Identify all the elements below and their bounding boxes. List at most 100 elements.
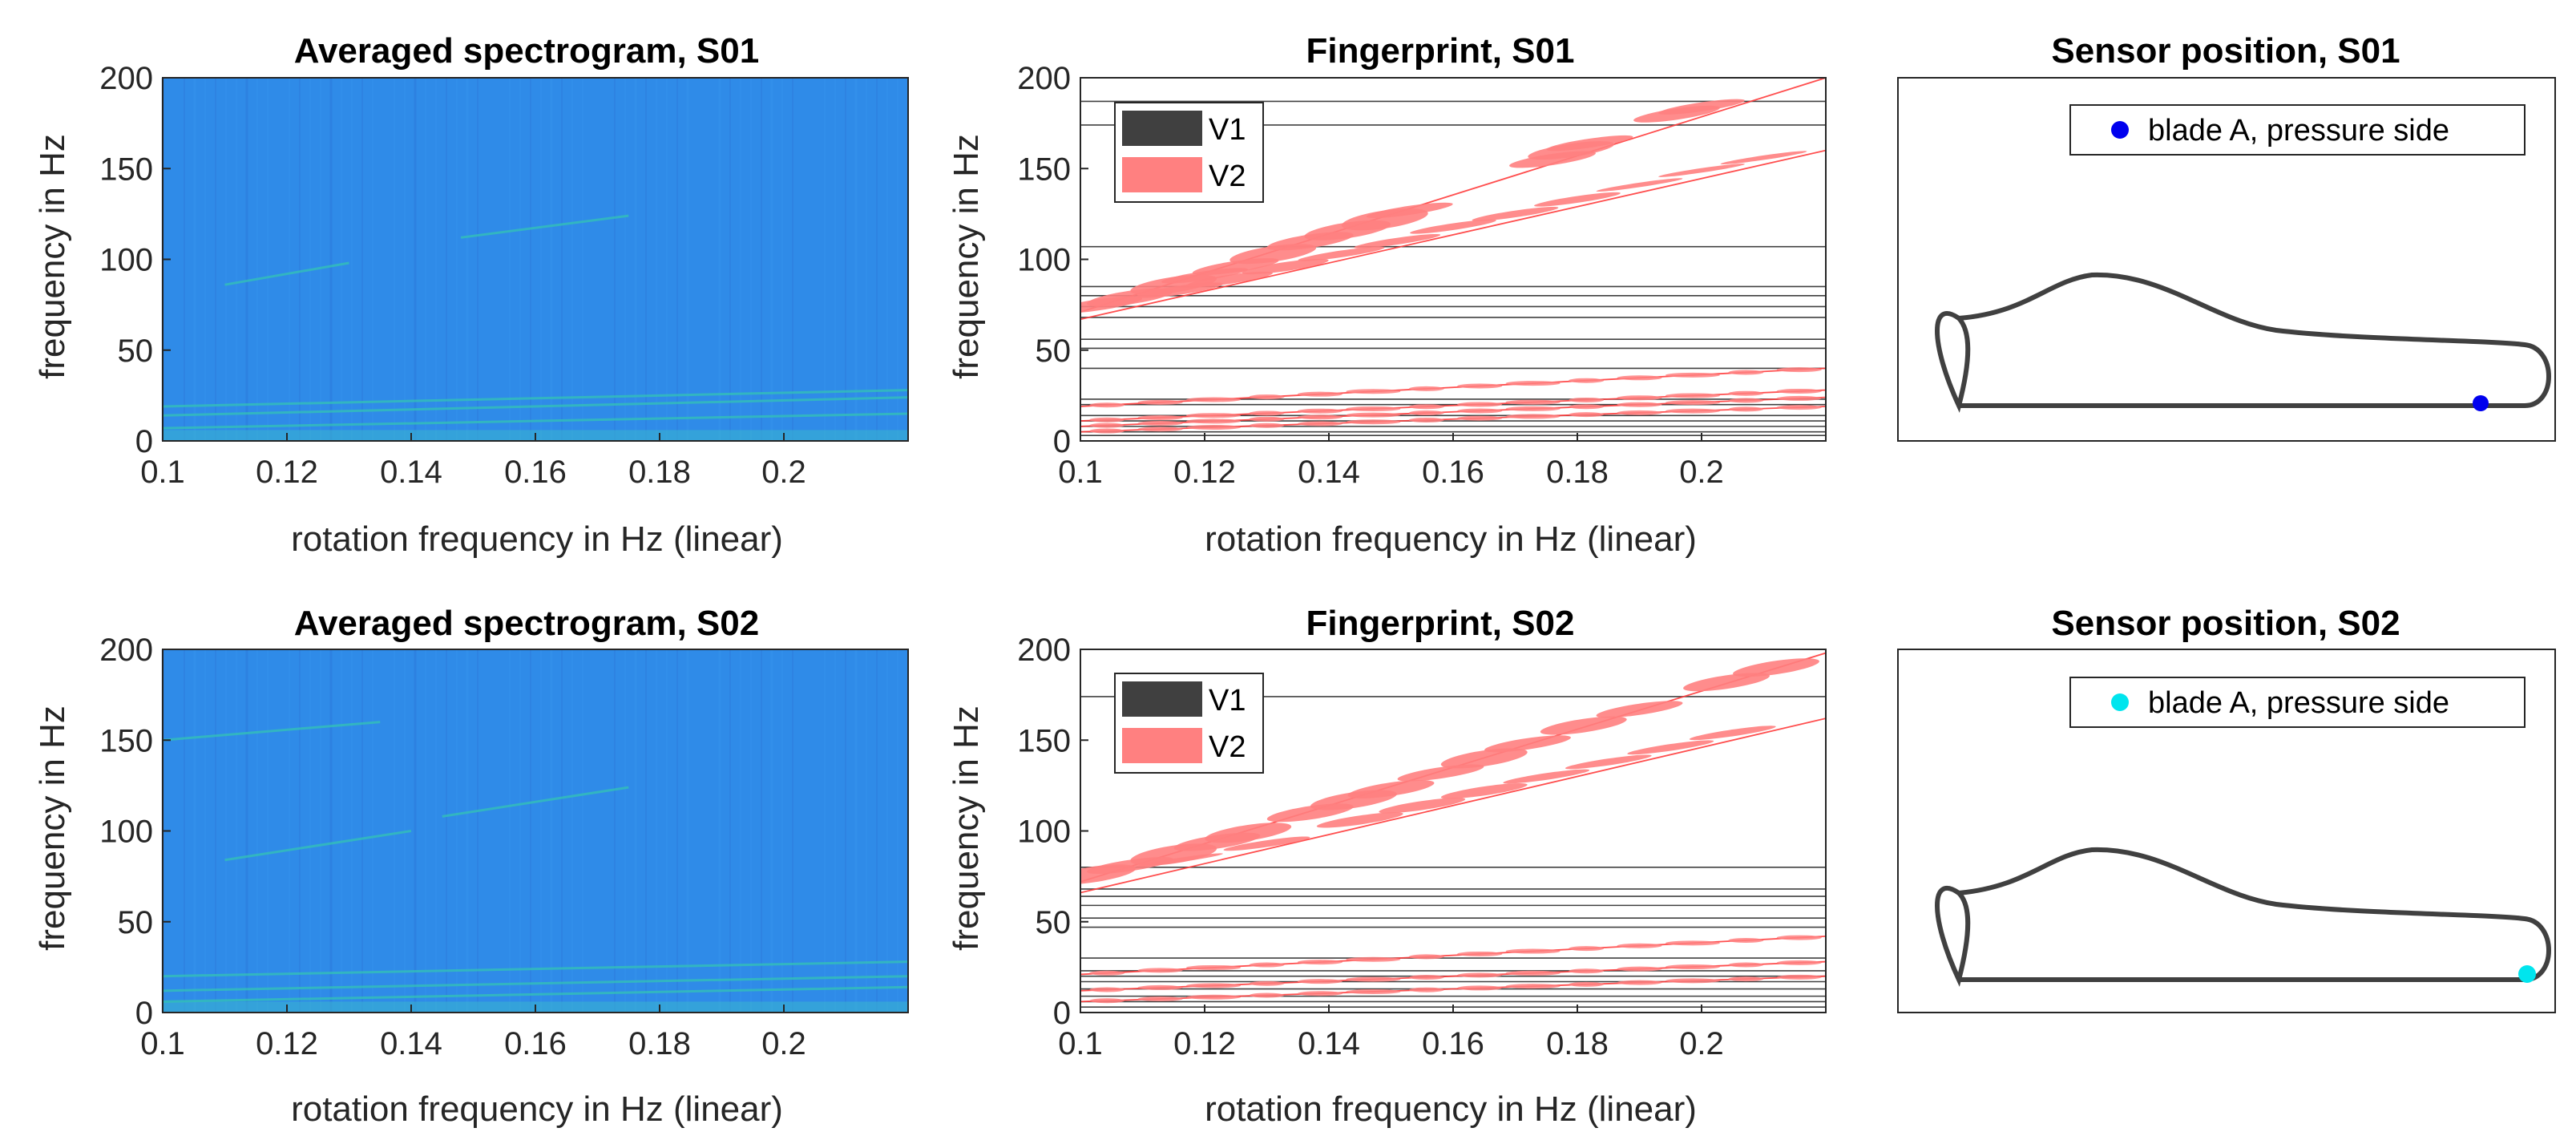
x-tick-label: 0.1	[140, 1026, 185, 1061]
v2-low-segment	[1408, 987, 1444, 992]
x-tick-label: 0.18	[1546, 455, 1609, 490]
v2-blob	[1683, 673, 1770, 692]
legend: blade A, pressure side	[2069, 104, 2526, 156]
v2-low-segment	[1408, 410, 1444, 416]
v2-low-segment	[1728, 398, 1764, 403]
v2-low-segment	[1346, 419, 1401, 425]
y-tick-label: 200	[99, 633, 153, 668]
v2-low-segment	[1505, 414, 1561, 419]
legend-label-v2: V2	[1209, 730, 1246, 764]
sensor-marker-s02	[2518, 965, 2536, 983]
y-tick-label: 100	[99, 815, 153, 850]
v2-low-segment	[1617, 402, 1662, 407]
blade-outline	[1935, 847, 2551, 987]
v2-line	[1080, 149, 1826, 321]
v2-low-segment	[1457, 972, 1503, 978]
legend: V1 V2	[1114, 102, 1264, 203]
v2-low-segment	[1505, 381, 1561, 386]
v2-low-segment	[1569, 404, 1605, 410]
v2-low-segment	[1346, 976, 1401, 982]
v2-low-segment	[1137, 420, 1183, 426]
v2-low-segment	[1346, 988, 1401, 994]
v2-low-segment	[1137, 426, 1183, 432]
v2-low-segment	[1728, 962, 1764, 968]
axes: 0.1 0.12 0.14 0.16 0.18 0.2 0 50 100 150 200	[99, 633, 909, 1061]
v2-blob	[1472, 206, 1559, 221]
spectrogram-plot-area	[161, 78, 909, 441]
x-axis-label: rotation frequency in Hz (linear)	[1205, 1089, 1697, 1129]
v2-low-segment	[1346, 389, 1401, 394]
y-axis-label: frequency in Hz	[947, 705, 986, 951]
v2-low-segment	[1089, 998, 1125, 1004]
panel-title: Fingerprint, S02	[1306, 604, 1575, 643]
v2-low-segment	[1728, 390, 1764, 396]
panel-title: Fingerprint, S01	[1306, 31, 1575, 71]
v2-low-segment	[1297, 960, 1343, 965]
v2-low-segment	[1137, 996, 1183, 1002]
v2-blob	[1347, 779, 1435, 798]
legend-label: blade A, pressure side	[2148, 114, 2449, 148]
v2-low-segment	[1457, 951, 1503, 956]
v2-low-segment	[1665, 408, 1720, 414]
v2-low-segment	[1346, 956, 1401, 962]
y-tick-label: 50	[118, 333, 154, 369]
v2-blob	[1534, 192, 1621, 207]
v2-low-segment	[1186, 964, 1242, 970]
v2-low-segment	[1297, 421, 1343, 426]
v2-low-segment	[1569, 397, 1605, 402]
y-tick-label: 50	[1036, 333, 1072, 369]
v2-low-segment	[1249, 394, 1285, 400]
axes: 0.1 0.12 0.14 0.16 0.18 0.2 0 50 100 150 200	[1017, 633, 1827, 1061]
v2-low-segment	[1617, 943, 1662, 948]
v2-blob	[1366, 202, 1453, 218]
v2-low-segment	[1089, 428, 1125, 434]
legend-marker-s01	[2111, 121, 2129, 139]
x-tick-label: 0.12	[1173, 455, 1236, 490]
x-tick-label: 0.14	[380, 1026, 442, 1061]
blade-outline	[1935, 272, 2551, 413]
v2-blob	[1720, 151, 1807, 165]
y-tick-label: 100	[1017, 815, 1071, 850]
v2-low-segment	[1457, 402, 1503, 407]
v2-low-segment	[1569, 378, 1605, 383]
spectrogram-harmonic-line	[442, 786, 629, 818]
v2-low-segment	[1505, 970, 1561, 976]
v2-low-segment	[1457, 985, 1503, 991]
spectrogram-harmonic-line	[224, 830, 412, 862]
v2-low-segment	[1186, 425, 1242, 431]
spectrogram-harmonic-line	[224, 261, 349, 286]
v2-blob	[1484, 735, 1571, 753]
v2-blob	[1137, 853, 1223, 867]
fingerprint-marks	[1080, 78, 1826, 437]
v2-low-segment	[1137, 399, 1183, 405]
v2-low-segment	[1776, 935, 1822, 940]
v2-blob	[1298, 246, 1385, 261]
v2-low-segment	[1297, 408, 1343, 414]
v2-low-segment	[1297, 979, 1343, 984]
v2-low-segment	[1457, 383, 1503, 389]
v2-low-segment	[1569, 412, 1605, 418]
v2-blob	[1379, 798, 1466, 814]
x-tick-label: 0.16	[1422, 455, 1484, 490]
v2-blob	[1503, 769, 1590, 784]
x-tick-label: 0.2	[761, 455, 806, 490]
x-tick-label: 0.2	[1679, 455, 1724, 490]
v2-blob	[1596, 701, 1683, 718]
v2-blob	[1565, 754, 1652, 770]
spectrogram-harmonic-line	[162, 975, 909, 992]
v2-blob	[1316, 812, 1403, 828]
v2-low-segment	[1186, 413, 1242, 418]
v2-blob	[1397, 764, 1484, 782]
x-tick-label: 0.2	[1679, 1026, 1724, 1061]
v2-low-segment	[1665, 393, 1720, 398]
y-tick-label: 200	[1017, 61, 1071, 96]
v2-low-segment	[1297, 991, 1343, 996]
v2-low-segment	[1089, 987, 1125, 992]
v2-low-segment	[1249, 410, 1285, 416]
v2-low-segment	[1665, 964, 1720, 970]
x-tick-label: 0.12	[1173, 1026, 1236, 1061]
v2-blob	[1440, 783, 1528, 799]
spectrogram-background	[163, 78, 908, 441]
y-tick-label: 150	[1017, 723, 1071, 758]
v2-low-segment	[1249, 980, 1285, 986]
